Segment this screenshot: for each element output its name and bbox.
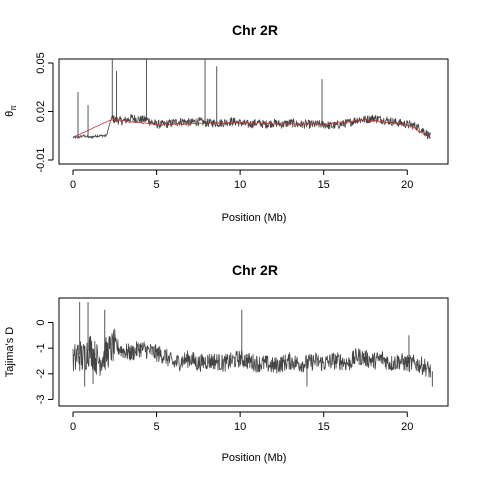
x-tick-label: 0 bbox=[70, 421, 76, 433]
y-tick-label: 0 bbox=[35, 319, 47, 325]
y-tick-label: 0.02 bbox=[35, 101, 47, 122]
theta-pi-panel: Chr 2R 0 5 10 15 20 -0.01 0.02 0.05 Position (… bbox=[4, 22, 449, 224]
y-axis-label-main: θ bbox=[4, 111, 16, 117]
x-axis: 0 5 10 15 20 bbox=[70, 169, 413, 191]
x-axis-label: Position (Mb) bbox=[222, 212, 287, 224]
chart-title: Chr 2R bbox=[232, 262, 278, 278]
series-line bbox=[72, 328, 432, 378]
plot-area bbox=[72, 59, 432, 140]
y-axis-label: θπ bbox=[4, 105, 18, 117]
chart-title: Chr 2R bbox=[232, 22, 278, 38]
x-axis-label: Position (Mb) bbox=[222, 452, 287, 464]
y-axis-label-sub: π bbox=[9, 105, 18, 111]
y-tick-label: -2 bbox=[35, 369, 47, 379]
x-tick-label: 5 bbox=[154, 421, 160, 433]
x-tick-label: 10 bbox=[234, 421, 246, 433]
x-tick-label: 10 bbox=[234, 179, 246, 191]
y-tick-label: 0.05 bbox=[35, 52, 47, 73]
plot-frame bbox=[58, 297, 449, 407]
y-axis: -3 -2 -1 0 bbox=[35, 319, 54, 405]
x-tick-label: 15 bbox=[318, 179, 330, 191]
x-tick-label: 5 bbox=[154, 179, 160, 191]
y-tick-label: -3 bbox=[35, 395, 47, 405]
y-tick-label: -0.01 bbox=[35, 147, 47, 172]
y-axis: -0.01 0.02 0.05 bbox=[35, 52, 54, 173]
series-line bbox=[72, 113, 432, 140]
x-tick-label: 0 bbox=[70, 179, 76, 191]
plot-area bbox=[72, 302, 433, 387]
y-tick-label: -1 bbox=[35, 343, 47, 353]
tajimas-d-panel: Chr 2R 0 5 10 15 20 -3 -2 -1 0 Position (Mb) Ta… bbox=[4, 262, 449, 464]
smoothed-line bbox=[72, 118, 431, 139]
x-axis: 0 5 10 15 20 bbox=[70, 411, 413, 433]
plot-frame bbox=[58, 58, 449, 165]
y-axis-label: Tajima's D bbox=[4, 327, 16, 377]
x-tick-label: 20 bbox=[401, 421, 413, 433]
x-tick-label: 20 bbox=[401, 179, 413, 191]
x-tick-label: 15 bbox=[318, 421, 330, 433]
